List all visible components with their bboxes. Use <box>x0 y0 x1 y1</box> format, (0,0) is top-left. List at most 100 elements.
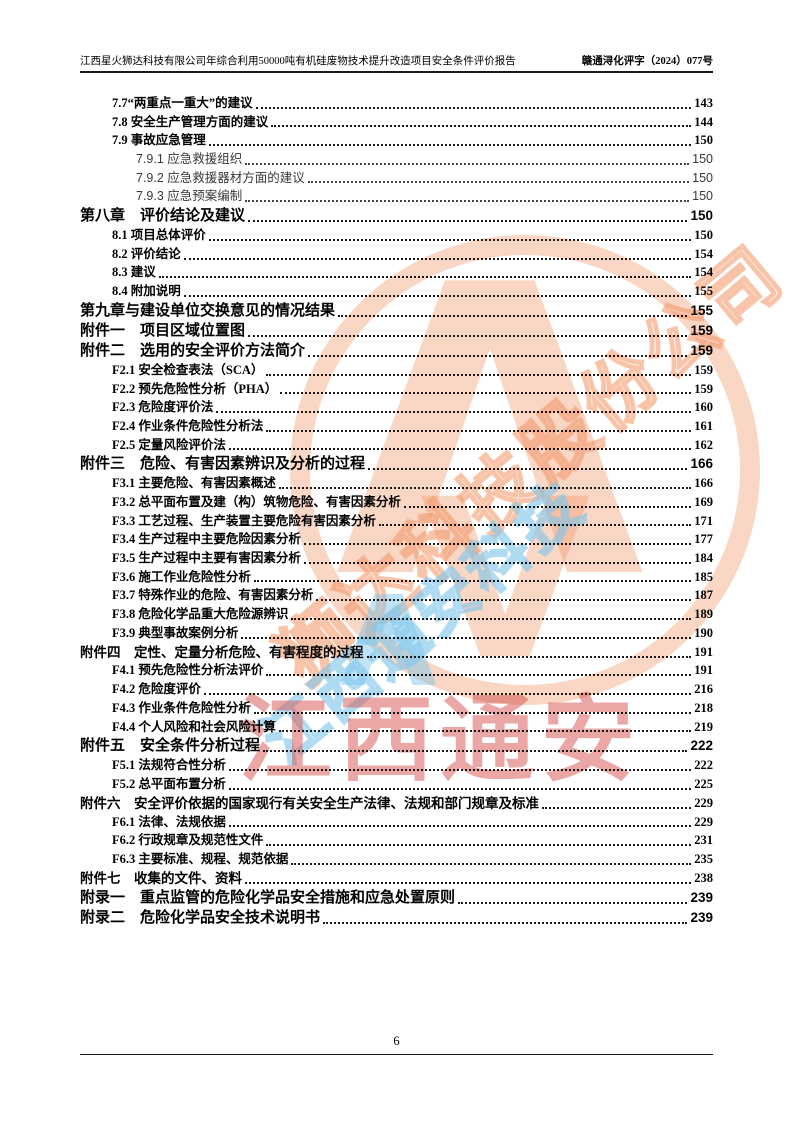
toc-entry-label: 附件七 收集的文件、资料 <box>80 870 242 886</box>
toc-entry: F3.1 主要危险、有害因素概述 166 <box>80 474 713 493</box>
toc-entry-label: F3.3 工艺过程、生产装置主要危险有害因素分析 <box>112 513 376 528</box>
toc-entry: 第八章 评价结论及建议 150 <box>80 206 713 226</box>
toc-page-number: 184 <box>694 551 713 566</box>
toc-page-number: 143 <box>694 95 713 110</box>
toc-entry-label: F3.5 生产过程中主要有害因素分析 <box>112 551 301 566</box>
toc-entry: 7.9.2 应急救援器材方面的建议 150 <box>80 169 713 188</box>
toc-entry-label: 附录一 重点监管的危险化学品安全措施和应急处置原则 <box>80 888 456 906</box>
toc-dot-leader <box>368 468 688 471</box>
toc-entry: F3.6 施工作业危险性分析 185 <box>80 568 713 587</box>
toc-entry-label: 附件五 安全条件分析过程 <box>80 737 261 755</box>
toc-dot-leader <box>307 181 690 184</box>
toc-dot-leader <box>245 162 690 165</box>
toc-entry: F4.1 预先危险性分析法评价 191 <box>80 662 713 681</box>
toc-dot-leader <box>278 487 692 489</box>
toc-page-number: 229 <box>694 814 713 829</box>
toc-entry-label: F4.2 危险度评价 <box>112 682 201 697</box>
toc-page-number: 150 <box>692 189 713 204</box>
toc-entry: 8.1 项目总体评价 150 <box>80 226 713 245</box>
footer-rule <box>80 1054 713 1055</box>
toc-page-number: 150 <box>694 228 713 243</box>
page-header: 江西星火狮达科技有限公司年综合利用50000吨有机硅废物技术提升改造项目安全条件… <box>80 56 713 73</box>
toc-entry-label: 8.2 评价结论 <box>112 246 181 261</box>
toc-entry-label: 7.9.2 应急救援器材方面的建议 <box>136 170 305 185</box>
toc-page-number: 150 <box>694 133 713 148</box>
toc-dot-leader <box>338 314 688 317</box>
toc-entry: 附录二 危险化学品安全技术说明书 239 <box>80 908 713 928</box>
toc-entry: F2.5 定量风险评价法 162 <box>80 436 713 455</box>
toc-entry: F4.3 作业条件危险性分析 218 <box>80 699 713 718</box>
toc-dot-leader <box>316 599 692 602</box>
toc-page-number: 144 <box>694 114 713 129</box>
toc-entry-label: F6.3 主要标准、规程、规范依据 <box>112 851 289 866</box>
toc-page-number: 160 <box>694 400 713 415</box>
toc-dot-leader <box>248 334 688 337</box>
toc-page-number: 225 <box>694 776 713 791</box>
toc-page-number: 155 <box>694 284 713 299</box>
toc-entry-label: F2.2 预先危险性分析（PHA） <box>112 381 278 396</box>
toc-page-number: 177 <box>694 532 713 547</box>
toc-entry: F6.3 主要标准、规程、规范依据 235 <box>80 850 713 869</box>
toc-entry: F4.4 个人风险和社会风险计算 219 <box>80 718 713 737</box>
toc-dot-leader <box>308 354 688 357</box>
toc-page-number: 162 <box>694 437 713 452</box>
toc-page-number: 159 <box>694 381 713 396</box>
toc-entry-label: F3.1 主要危险、有害因素概述 <box>112 476 276 491</box>
toc-dot-leader <box>203 692 692 695</box>
toc-entry-label: F5.2 总平面布置分析 <box>112 776 226 791</box>
toc-page-number: 231 <box>694 833 713 848</box>
toc-entry: 附件七 收集的文件、资料 238 <box>80 869 713 888</box>
toc-entry: 附件一 项目区域位置图 159 <box>80 321 713 341</box>
toc-dot-leader <box>253 711 692 714</box>
toc-entry-label: F4.4 个人风险和社会风险计算 <box>112 719 276 734</box>
toc-entry-label: 7.7“两重点一重大”的建议 <box>112 95 253 110</box>
toc-dot-leader <box>271 125 692 128</box>
toc-page-number: 169 <box>694 494 713 509</box>
toc-entry-label: 第八章 评价结论及建议 <box>80 207 246 225</box>
toc-entry: F2.1 安全检查表法（SCA） 159 <box>80 361 713 380</box>
toc-entry-label: 附件二 选用的安全评价方法简介 <box>80 341 306 359</box>
toc-page-number: 159 <box>690 322 713 338</box>
toc-entry-label: F2.3 危险度评价法 <box>112 400 214 415</box>
toc-page-number: 166 <box>694 476 713 491</box>
toc-page-number: 150 <box>692 152 713 167</box>
toc-entry-label: 7.9.1 应急救援组织 <box>136 152 243 167</box>
toc-entry-label: F3.4 生产过程中主要危险因素分析 <box>112 532 301 547</box>
toc-dot-leader <box>183 257 692 260</box>
toc-entry-label: 7.9 事故应急管理 <box>112 133 206 148</box>
toc-entry: F6.1 法律、法规依据 229 <box>80 813 713 832</box>
toc-page-number: 222 <box>690 738 713 754</box>
toc-entry: 7.9 事故应急管理 150 <box>80 131 713 150</box>
header-report-title: 江西星火狮达科技有限公司年综合利用50000吨有机硅废物技术提升改造项目安全条件… <box>80 56 516 67</box>
toc-entry: F2.2 预先危险性分析（PHA） 159 <box>80 380 713 399</box>
toc-dot-leader <box>255 106 692 109</box>
toc-dot-leader <box>245 881 692 884</box>
toc-entry-label: F3.2 总平面布置及建（构）筑物危险、有害因素分析 <box>112 494 401 509</box>
toc-entry-label: F4.3 作业条件危险性分析 <box>112 700 251 715</box>
toc-entry: 附件四 定性、定量分析危险、有害程度的过程 191 <box>80 643 713 662</box>
toc-entry-label: 附录二 危险化学品安全技术说明书 <box>80 908 321 926</box>
toc-entry-label: 7.9.3 应急预案编制 <box>136 189 243 204</box>
toc-entry: F6.2 行政规章及规范性文件 231 <box>80 831 713 850</box>
toc-dot-leader <box>403 505 692 508</box>
toc-page-number: 154 <box>694 246 713 261</box>
toc-page-number: 235 <box>694 851 713 866</box>
toc-dot-leader <box>378 524 692 527</box>
toc-page-number: 187 <box>694 588 713 603</box>
toc-dot-leader <box>216 410 692 413</box>
toc-dot-leader <box>245 200 690 203</box>
toc-dot-leader <box>158 276 692 279</box>
toc-entry: F3.7 特殊作业的危险、有害因素分析 187 <box>80 586 713 605</box>
toc-entry-label: 8.1 项目总体评价 <box>112 228 206 243</box>
toc-entry-label: F3.6 施工作业危险性分析 <box>112 569 251 584</box>
toc-dot-leader <box>542 806 692 809</box>
toc-dot-leader <box>266 429 692 432</box>
toc-page-number: 190 <box>694 625 713 640</box>
toc-entry: 7.8 安全生产管理方面的建议 144 <box>80 113 713 132</box>
toc-page-number: 159 <box>694 362 713 377</box>
toc-dot-leader <box>248 220 688 223</box>
toc-entry-label: 附件三 危险、有害因素辨识及分析的过程 <box>80 455 366 473</box>
toc-entry: F4.2 危险度评价 216 <box>80 680 713 699</box>
toc-entry: 附件六 安全评价依据的国家现行有关安全生产法律、法规和部门规章及标准 229 <box>80 794 713 813</box>
toc-entry: F3.8 危险化学品重大危险源辨识 189 <box>80 605 713 624</box>
